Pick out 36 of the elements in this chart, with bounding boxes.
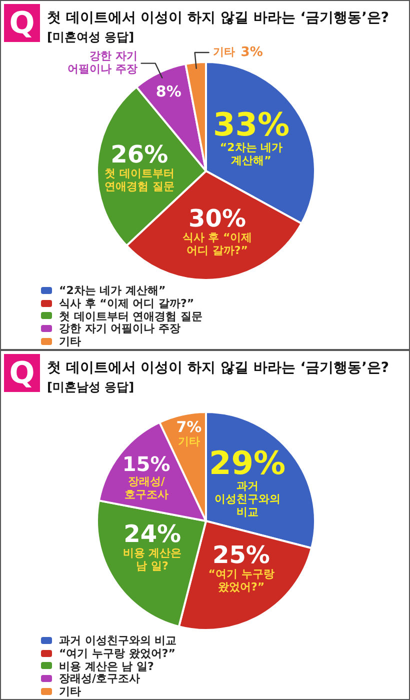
legend-label: 비용 계산은 남 일?	[59, 659, 154, 674]
chart-title: 첫 데이트에서 이성이 하지 않길 바라는 ‘금기행동’은?	[47, 9, 390, 27]
slice-label: 비용 계산은 남 일?	[122, 546, 182, 572]
slice-label: 식사 후 “이제 어디 갈까?”	[182, 230, 252, 257]
legend-label: 기타	[59, 334, 81, 350]
legend-label: “여기 누구랑 왔었어?”	[59, 646, 176, 661]
data-label: 3%	[240, 44, 263, 60]
data-label: 29%	[209, 444, 286, 482]
legend-label: “2차는 네가 계산해”	[59, 282, 166, 298]
slice-label: 강한 자기 어필이나 주장	[67, 50, 138, 76]
data-label: 15%	[122, 452, 170, 476]
slice-label: 과거 이성친구와의 비교	[214, 479, 280, 518]
slice-label: 기타	[178, 435, 200, 448]
chart-subtitle: [미혼남성 응답]	[47, 379, 134, 396]
legend-label: 강한 자기 어필이나 주장	[59, 322, 180, 336]
slice-label: “2차는 네가 계산해”	[220, 140, 283, 167]
slice-label: 장래성/호구조사	[124, 475, 168, 502]
legend-label: 기타	[59, 684, 81, 700]
data-label: 24%	[124, 520, 182, 548]
data-label: 33%	[212, 105, 290, 144]
legend-label: 첫 데이트부터 연애경험 질문	[59, 309, 202, 324]
chart-subtitle: [미혼여성 응답]	[47, 29, 134, 46]
legend-label: 식사 후 “이제 어디 갈까?”	[59, 296, 194, 311]
data-label: 7%	[176, 418, 202, 436]
legend-label: 장래성/호구조사	[59, 672, 140, 686]
slice-label: 기타	[212, 45, 235, 58]
data-label: 26%	[110, 140, 168, 169]
data-label: 30%	[188, 204, 246, 232]
slice-label: 첫 데이트부터 연애경험 질문	[104, 167, 174, 194]
legend-label: 과거 이성친구와의 비교	[59, 632, 177, 648]
slice-label: “여기 누구랑 왔었어?”	[208, 567, 274, 594]
data-label: 25%	[212, 540, 270, 569]
data-label: 8%	[156, 82, 182, 100]
badge: Q	[4, 4, 40, 42]
badge: Q	[4, 354, 40, 392]
chart-title: 첫 데이트에서 이성이 하지 않길 바라는 ‘금기행동’은?	[47, 359, 390, 377]
